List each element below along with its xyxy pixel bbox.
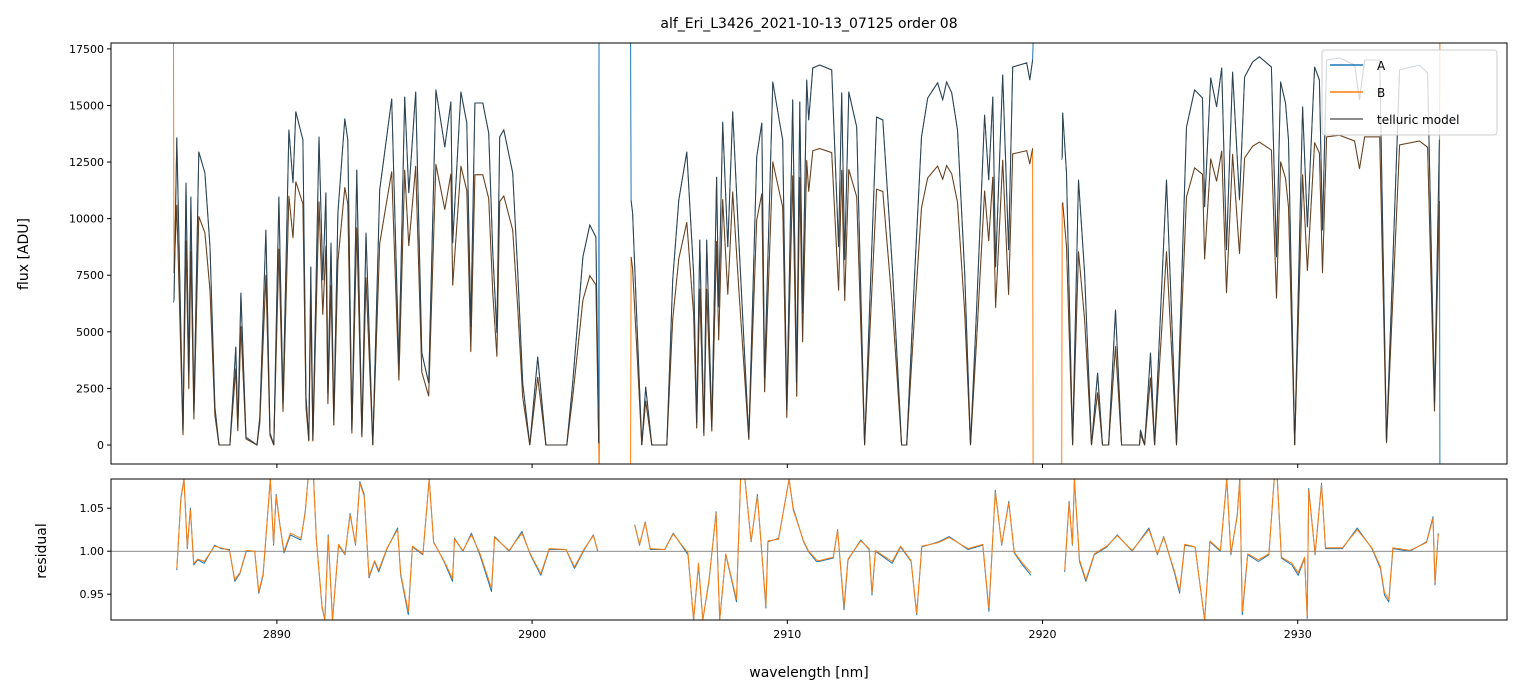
flux-axes-frame (110, 42, 1508, 465)
residual-xlabel: wavelength [nm] (749, 665, 868, 681)
telluric-model-line-b (173, 164, 600, 446)
flux-series-b-line (630, 148, 1034, 464)
telluric-model-line-b (1061, 134, 1440, 446)
residual-ytick-label: 0.95 (80, 588, 105, 601)
residual-xtick-label: 2930 (1284, 628, 1312, 641)
telluric-model-line-a (173, 89, 600, 446)
flux-ytick-label: 17500 (69, 43, 104, 56)
residual-xtick-label: 2910 (773, 628, 801, 641)
legend-label-model: telluric model (1377, 113, 1459, 127)
flux-ytick-label: 2500 (76, 382, 104, 395)
residual-xtick-label: 2890 (263, 628, 291, 641)
legend-box (1321, 49, 1498, 136)
residual-panel: 2890 2900 2910 2920 2930 0.95 1.00 1.05 residua… (34, 478, 1508, 681)
legend-label-b: B (1377, 86, 1385, 100)
legend-label-a: A (1377, 59, 1386, 73)
residual-xtick-label: 2920 (1029, 628, 1057, 641)
residual-axes-frame (110, 478, 1508, 621)
flux-ytick-label: 12500 (69, 156, 104, 169)
residual-series-b-line (1064, 479, 1439, 620)
residual-series-a-line (176, 479, 599, 620)
residual-xtick-label: 2900 (518, 628, 546, 641)
residual-series-a-line (634, 479, 1032, 620)
residual-ytick-label: 1.05 (80, 502, 105, 515)
flux-ylabel: flux [ADU] (16, 218, 32, 290)
residual-series-a-line (1064, 479, 1439, 620)
telluric-model-line-b (630, 147, 1034, 446)
residual-ytick-label: 1.00 (80, 545, 105, 558)
residual-series-b-line (634, 479, 1032, 620)
telluric-model-line-a (630, 59, 1034, 446)
flux-ytick-label: 15000 (69, 99, 104, 112)
chart-title: alf_Eri_L3426_2021-10-13_07125 order 08 (660, 16, 957, 32)
residual-series-b-line (176, 479, 599, 620)
legend: A B telluric model (1321, 49, 1498, 136)
flux-ytick-label: 5000 (76, 326, 104, 339)
flux-ytick-label: 0 (97, 439, 104, 452)
residual-ylabel: residual (34, 523, 50, 578)
flux-panel: 0 2500 5000 7500 10000 12500 15000 17500 flux [… (16, 42, 1508, 468)
flux-ytick-label: 10000 (69, 213, 104, 226)
flux-ytick-label: 7500 (76, 269, 104, 282)
